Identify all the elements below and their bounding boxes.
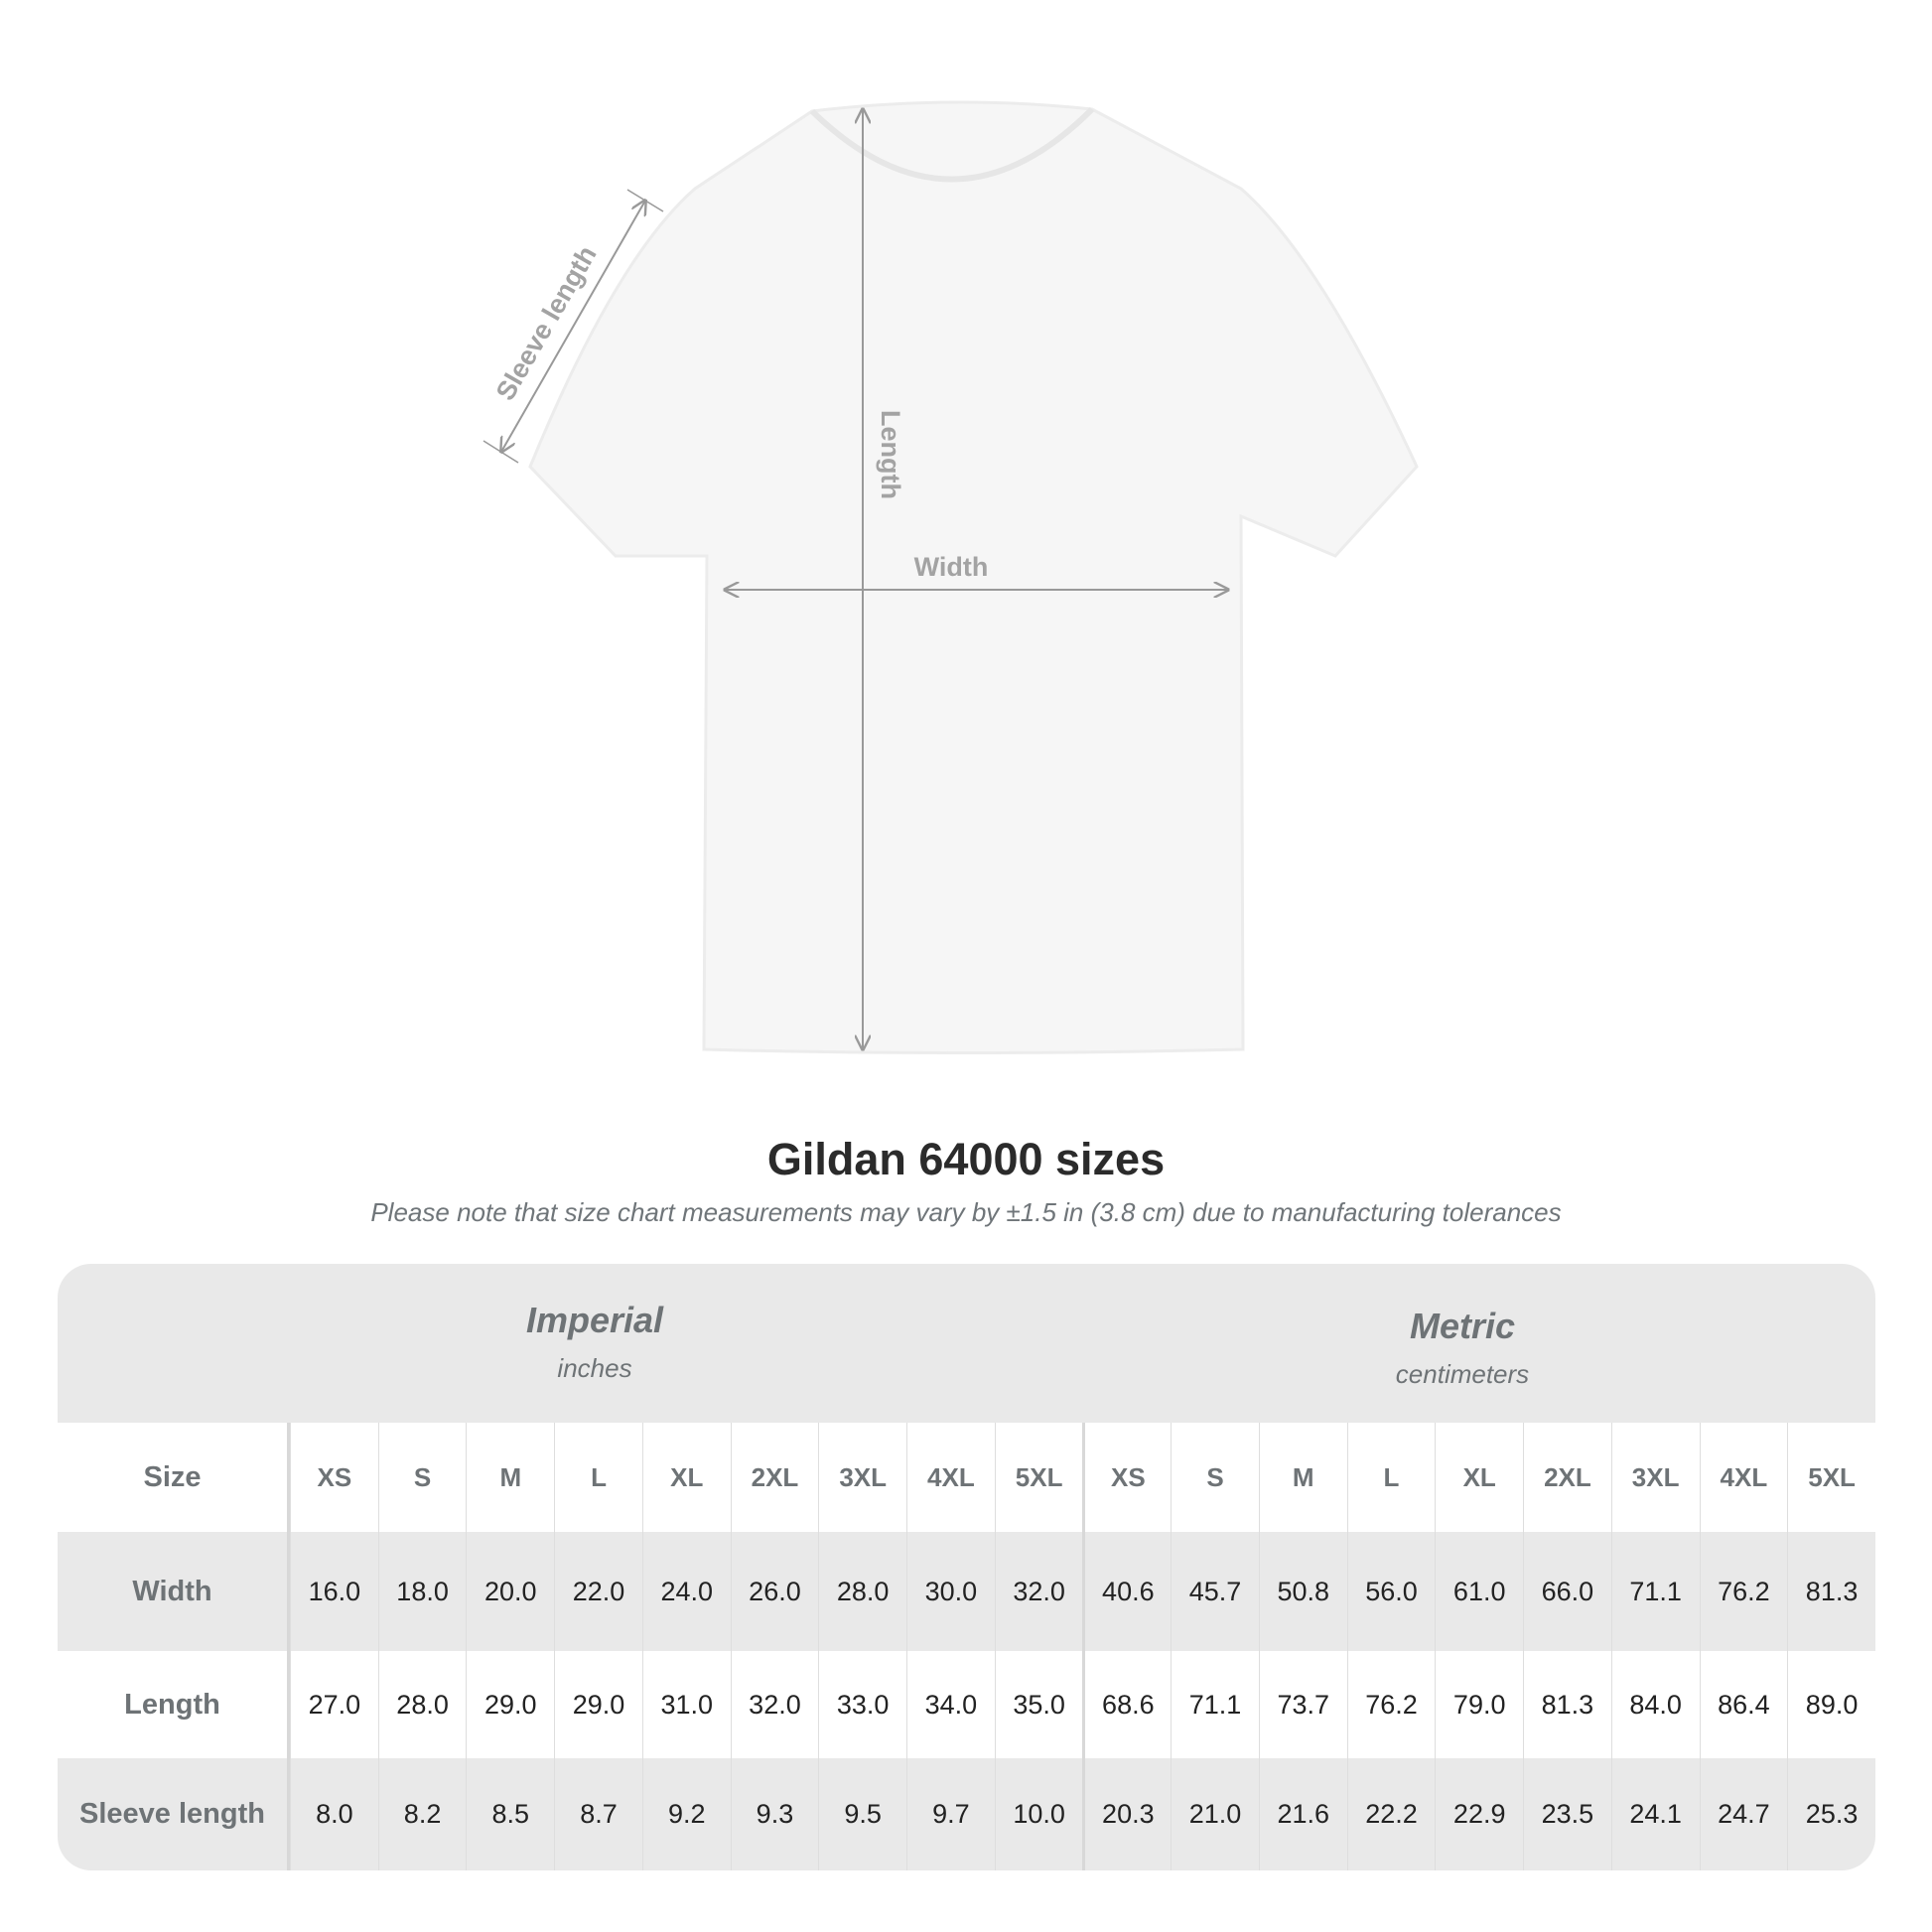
size-header-cell: 3XL [818,1423,906,1532]
value-cell: 81.3 [1523,1651,1611,1758]
size-header-cell: 2XL [730,1423,819,1532]
value-cell: 35.0 [994,1651,1083,1758]
size-header-cell: M [1258,1423,1347,1532]
length-label: Length [876,410,905,499]
value-cell: 24.0 [641,1532,731,1651]
value-cell: 25.3 [1787,1758,1875,1870]
value-cell: 9.7 [906,1758,995,1870]
metric-header: Metric centimeters [1214,1306,1711,1390]
size-label: Size [58,1423,290,1532]
value-cell: 28.0 [377,1651,467,1758]
value-cell: 45.7 [1171,1532,1259,1651]
size-header-cell: L [554,1423,642,1532]
size-table: Imperial inches Metric centimeters Size … [58,1264,1875,1870]
value-cell: 18.0 [377,1532,467,1651]
page-title: Gildan 64000 sizes [766,1134,1166,1184]
value-cell: 68.6 [1082,1651,1171,1758]
value-cell: 8.2 [377,1758,467,1870]
size-header-cell: S [1171,1423,1259,1532]
value-cell: 27.0 [290,1651,378,1758]
size-header-cell: XL [641,1423,731,1532]
value-cell: 76.2 [1346,1651,1436,1758]
value-cell: 9.3 [730,1758,819,1870]
size-header-cell: 5XL [1787,1423,1875,1532]
size-header-cell: XS [1082,1423,1171,1532]
value-cell: 22.9 [1435,1758,1523,1870]
value-cell: 24.7 [1699,1758,1788,1870]
imperial-header: Imperial inches [346,1300,843,1384]
width-label: Width [914,552,989,582]
value-cell: 20.3 [1082,1758,1171,1870]
value-cell: 32.0 [730,1651,819,1758]
imperial-unit: inches [557,1353,632,1383]
table-row: Width 16.0 18.0 20.0 22.0 24.0 26.0 28.0 30.0 32.… [58,1532,1875,1651]
row-label: Length [58,1651,290,1758]
value-cell: 73.7 [1258,1651,1347,1758]
table-row: Sleeve length 8.0 8.2 8.5 8.7 9.2 9.3 9.5 9.7 10.… [58,1758,1875,1870]
size-header-cell: 4XL [1699,1423,1788,1532]
value-cell: 8.0 [290,1758,378,1870]
size-header-cell: M [466,1423,554,1532]
tshirt-diagram: Sleeve length Length Width [483,100,1419,1054]
value-cell: 71.1 [1610,1532,1700,1651]
size-header-cell: 3XL [1610,1423,1700,1532]
value-cell: 22.2 [1346,1758,1436,1870]
value-cell: 71.1 [1171,1651,1259,1758]
value-cell: 32.0 [994,1532,1083,1651]
value-cell: 20.0 [466,1532,554,1651]
value-cell: 50.8 [1258,1532,1347,1651]
value-cell: 24.1 [1610,1758,1700,1870]
value-cell: 8.5 [466,1758,554,1870]
value-cell: 56.0 [1346,1532,1436,1651]
value-cell: 76.2 [1699,1532,1788,1651]
metric-unit: centimeters [1395,1359,1530,1389]
value-cell: 8.7 [554,1758,642,1870]
value-cell: 79.0 [1435,1651,1523,1758]
metric-title: Metric [1409,1306,1516,1346]
value-cell: 81.3 [1787,1532,1875,1651]
value-cell: 34.0 [906,1651,995,1758]
size-header-cell: XS [290,1423,378,1532]
size-header-cell: S [377,1423,467,1532]
value-cell: 89.0 [1787,1651,1875,1758]
value-cell: 40.6 [1082,1532,1171,1651]
value-cell: 9.5 [818,1758,906,1870]
value-cell: 22.0 [554,1532,642,1651]
value-cell: 31.0 [641,1651,731,1758]
sleeve-arrow [501,201,645,452]
value-cell: 28.0 [818,1532,906,1651]
value-cell: 10.0 [994,1758,1083,1870]
row-label: Width [58,1532,290,1651]
size-header-cell: L [1346,1423,1436,1532]
size-header-cell: 2XL [1523,1423,1611,1532]
tolerance-note: Please note that size chart measurements… [370,1197,1562,1227]
row-label: Sleeve length [58,1758,290,1870]
value-cell: 9.2 [641,1758,731,1870]
value-cell: 66.0 [1523,1532,1611,1651]
value-cell: 84.0 [1610,1651,1700,1758]
unit-header: Imperial inches Metric centimeters [58,1264,1875,1423]
value-cell: 23.5 [1523,1758,1611,1870]
value-cell: 26.0 [730,1532,819,1651]
value-cell: 61.0 [1435,1532,1523,1651]
size-row: Size XS S M L XL 2XL 3XL 4XL 5XL XS S M L XL 2XL 3XL 4XL… [58,1423,1875,1532]
value-cell: 33.0 [818,1651,906,1758]
table-row: Length 27.0 28.0 29.0 29.0 31.0 32.0 33.0 34.0 35… [58,1651,1875,1758]
size-header-cell: 4XL [906,1423,995,1532]
value-cell: 21.0 [1171,1758,1259,1870]
value-cell: 30.0 [906,1532,995,1651]
size-header-cell: XL [1435,1423,1523,1532]
value-cell: 21.6 [1258,1758,1347,1870]
imperial-title: Imperial [525,1300,664,1340]
value-cell: 29.0 [554,1651,642,1758]
value-cell: 86.4 [1699,1651,1788,1758]
value-cell: 16.0 [290,1532,378,1651]
value-cell: 29.0 [466,1651,554,1758]
size-header-cell: 5XL [994,1423,1083,1532]
